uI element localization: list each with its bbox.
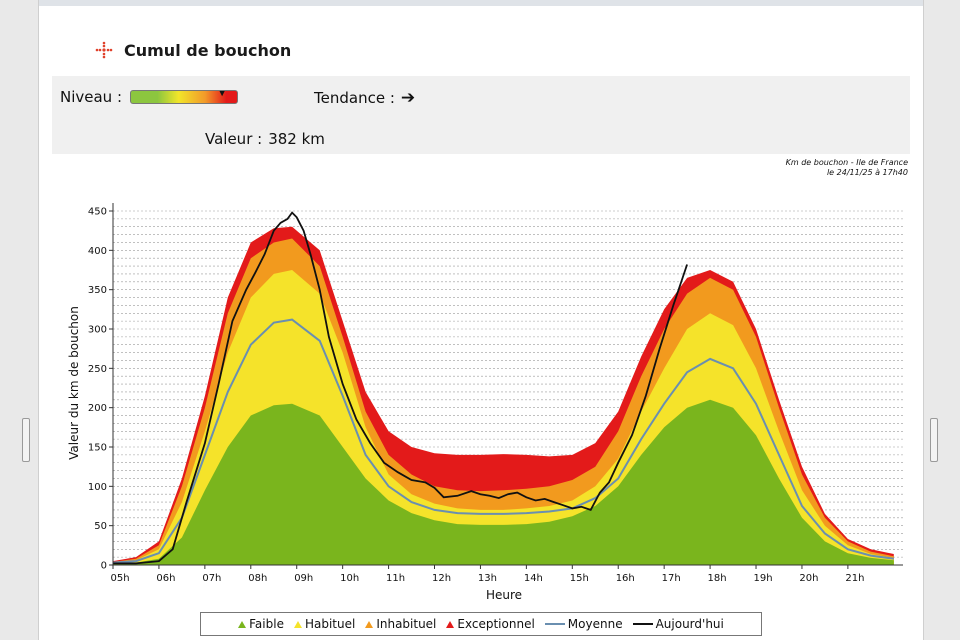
x-tick-label: 08h [248,573,267,584]
legend-label: Inhabituel [376,617,437,631]
y-tick-label: 450 [88,207,107,218]
caption-line-1: Km de bouchon - Ile de France [785,158,908,167]
x-tick-label: 17h [662,573,681,584]
legend-item: Inhabituel [365,617,436,631]
legend-label: Faible [249,617,284,631]
legend-item: Faible [238,617,284,631]
y-tick-label: 100 [88,482,107,493]
left-scroll-handle[interactable] [22,418,30,462]
x-tick-label: 16h [616,573,635,584]
legend-line-icon [544,623,565,625]
legend-item: Exceptionnel [446,617,535,631]
info-box: Niveau : ▼ Tendance : ➔ Valeur : 382 km [52,76,910,154]
legend-line-icon [632,623,653,625]
header: Cumul de bouchon [94,40,291,60]
line-aujourdhui [113,211,688,565]
legend-item: Aujourd'hui [632,617,724,631]
x-tick-label: 15h [570,573,589,584]
arrow-right-icon: ➔ [400,88,416,108]
x-tick-label: 20h [799,573,818,584]
line-moyenne [112,318,894,564]
page-title: Cumul de bouchon [124,40,292,60]
valeur-label: Valeur : [205,130,263,148]
x-axis-label: Heure [486,588,522,602]
x-tick-label: 10h [340,573,359,584]
x-tick-label: 19h [753,573,772,584]
legend-triangle-icon [446,620,455,628]
niveau-label: Niveau : [60,88,123,106]
legend-item: Moyenne [544,617,623,631]
legend-label: Aujourd'hui [655,617,724,631]
chart-caption: Km de bouchon - Ile de France le 24/11/2… [728,158,908,178]
chart-legend: Faible Habituel Inhabituel Exceptionnel Moye… [200,612,762,636]
legend-label: Moyenne [567,617,623,631]
x-tick-label: 05h [110,573,129,584]
y-tick-label: 350 [88,285,107,296]
traffic-jam-icon [95,41,113,59]
y-axis-label: Valeur du km de bouchon [67,306,81,460]
x-tick-label: 21h [845,573,864,584]
x-tick-label: 14h [524,573,543,584]
legend-label: Exceptionnel [457,617,535,631]
x-tick-label: 13h [478,573,497,584]
x-tick-label: 18h [708,573,727,584]
legend-triangle-icon [293,620,302,628]
y-tick-label: 0 [101,561,107,572]
y-tick-label: 250 [88,364,107,375]
x-tick-label: 07h [202,573,221,584]
y-tick-label: 150 [88,443,107,454]
level-marker-icon: ▼ [218,90,226,98]
caption-line-2: le 24/11/25 à 17h40 [826,168,908,177]
niveau-row: Niveau : ▼ [60,88,239,106]
legend-triangle-icon [365,620,374,628]
top-bar [39,0,923,6]
x-tick-label: 09h [294,573,313,584]
tendance-label: Tendance : [314,89,395,107]
level-gauge: ▼ [130,90,239,104]
x-tick-label: 12h [432,573,451,584]
y-tick-label: 400 [88,246,107,257]
area-faible [113,399,894,565]
x-tick-label: 11h [386,573,405,584]
legend-label: Habituel [304,617,356,631]
legend-triangle-icon [238,620,247,628]
valeur-value: 382 km [268,130,325,148]
valeur-row: Valeur : 382 km [205,130,325,148]
y-tick-label: 50 [94,521,107,532]
y-tick-label: 300 [88,325,107,336]
tendance-row: Tendance : ➔ [314,88,415,108]
right-scroll-handle[interactable] [930,418,938,462]
legend-item: Habituel [293,617,356,631]
x-tick-label: 06h [156,573,175,584]
y-tick-label: 200 [88,403,107,414]
